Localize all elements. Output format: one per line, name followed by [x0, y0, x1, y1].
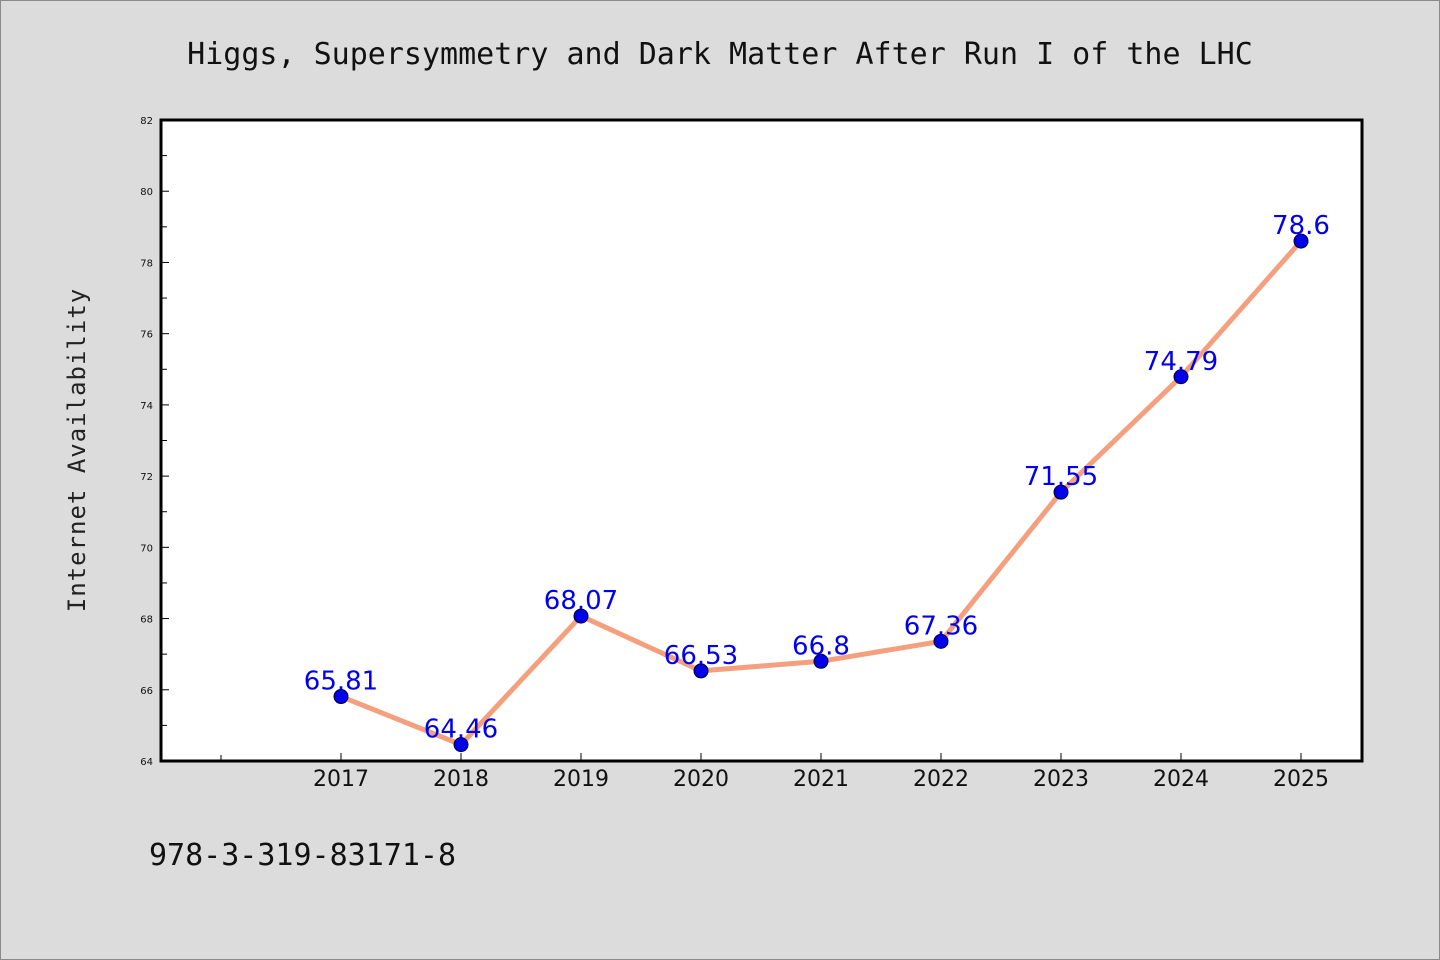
- x-tick-label: 2022: [913, 767, 969, 792]
- y-tick-label: 76: [140, 330, 153, 341]
- y-tick-label: 78: [140, 258, 153, 269]
- chart-title: Higgs, Supersymmetry and Dark Matter Aft…: [187, 37, 1253, 72]
- y-tick-label: 66: [140, 686, 153, 697]
- x-tick-label: 2024: [1153, 767, 1209, 792]
- x-tick-label: 2021: [793, 767, 849, 792]
- data-point: [813, 653, 829, 669]
- data-point: [1173, 369, 1189, 385]
- data-point: [573, 608, 589, 624]
- data-label: 64.46: [424, 715, 498, 745]
- series-layer: 65.81 64.46 68.07 66.53 66.8 67.36 71.55 74.79 7…: [304, 211, 1330, 753]
- y-tick-label: 68: [140, 615, 153, 626]
- data-point: [1293, 233, 1309, 249]
- data-label: 67.36: [904, 611, 978, 641]
- data-label: 66.53: [664, 641, 738, 671]
- y-axis: 64 66 68 70 72 74 76 78 80 82: [140, 116, 169, 768]
- data-point: [453, 737, 469, 753]
- data-label: 68.07: [544, 586, 618, 616]
- y-tick-label: 70: [140, 543, 153, 554]
- data-label: 65.81: [304, 667, 378, 697]
- data-point: [333, 689, 349, 705]
- data-point: [933, 633, 949, 649]
- x-tick-label: 2025: [1273, 767, 1329, 792]
- x-axis: 2017 2018 2019 2020 2021 2022 2023 2024 2025: [220, 753, 1329, 792]
- y-tick-label: 82: [140, 116, 153, 127]
- data-point: [693, 663, 709, 679]
- data-label: 66.8: [792, 631, 850, 661]
- data-label: 74.79: [1144, 347, 1218, 377]
- data-label: 71.55: [1024, 462, 1098, 492]
- y-tick-label: 74: [140, 401, 153, 412]
- x-tick-label: 2023: [1033, 767, 1089, 792]
- footer-isbn: 978-3-319-83171-8: [149, 838, 456, 873]
- y-tick-label: 72: [140, 472, 153, 483]
- x-tick-label: 2020: [673, 767, 729, 792]
- plot-area: [159, 118, 1364, 763]
- x-tick-label: 2019: [553, 767, 609, 792]
- y-axis-label: Internet Availability: [63, 288, 91, 612]
- data-label: 78.6: [1272, 211, 1330, 241]
- x-tick-label: 2017: [313, 767, 369, 792]
- y-tick-label: 64: [140, 757, 153, 768]
- x-tick-label: 2018: [433, 767, 489, 792]
- data-point: [1053, 484, 1069, 500]
- y-tick-label: 80: [140, 187, 153, 198]
